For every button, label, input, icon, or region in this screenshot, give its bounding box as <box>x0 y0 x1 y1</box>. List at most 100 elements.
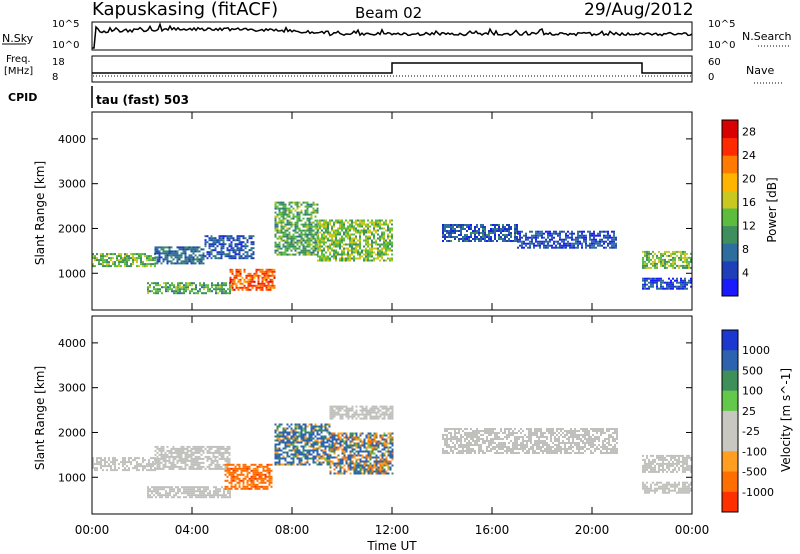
scatter-cell <box>288 253 291 256</box>
freq-unit: [MHz] <box>4 66 33 77</box>
scatter-cell <box>383 241 385 244</box>
scatter-cell <box>114 457 116 460</box>
scatter-cell <box>450 224 452 226</box>
scatter-cell <box>369 259 371 262</box>
scatter-cell <box>353 462 356 465</box>
scatter-cell <box>284 241 287 244</box>
scatter-cell <box>391 249 393 252</box>
scatter-cell <box>490 428 492 430</box>
scatter-cell <box>187 488 189 491</box>
scatter-cell <box>381 454 384 457</box>
scatter-cell <box>517 232 519 235</box>
scatter-cell <box>178 254 181 257</box>
scatter-cell <box>246 473 249 476</box>
scatter-cell <box>300 235 303 238</box>
scatter-cell <box>379 434 382 437</box>
scatter-cell <box>202 449 205 452</box>
scatter-cell <box>339 460 342 463</box>
scatter-cell <box>327 259 329 262</box>
scatter-cell <box>504 436 506 438</box>
scatter-cell <box>148 461 150 464</box>
scatter-cell <box>267 284 270 287</box>
scatter-cell <box>454 444 456 446</box>
scatter-cell <box>391 219 393 222</box>
scatter-cell <box>373 436 376 439</box>
scatter-cell <box>369 249 371 252</box>
scatter-cell <box>391 456 394 459</box>
scatter-cell <box>212 459 215 462</box>
scatter-cell <box>534 430 536 432</box>
scatter-cell <box>684 287 686 290</box>
scatter-cell <box>341 413 344 416</box>
scatter-cell <box>208 239 211 242</box>
scatter-cell <box>128 259 130 262</box>
scatter-cell <box>228 453 231 456</box>
scatter-cell <box>444 444 446 446</box>
scatter-cell <box>259 286 262 289</box>
scatter-cell <box>196 445 199 448</box>
scatter-cell <box>304 247 307 250</box>
colorbar-swatch <box>722 243 738 262</box>
scatter-cell <box>466 238 468 240</box>
scatter-cell <box>312 253 315 256</box>
scatter-cell <box>202 256 205 259</box>
scatter-cell <box>603 246 605 249</box>
scatter-cell <box>345 456 348 459</box>
scatter-cell <box>232 249 235 252</box>
scatter-cell <box>357 225 359 228</box>
scatter-cell <box>652 283 654 286</box>
scatter-cell <box>316 243 319 246</box>
scatter-cell <box>387 452 390 455</box>
scatter-cell <box>482 434 484 436</box>
scatter-cell <box>361 472 364 475</box>
scatter-cell <box>258 465 261 468</box>
scatter-cell <box>228 447 231 450</box>
scatter-cell <box>387 409 390 412</box>
scatter-cell <box>375 454 378 457</box>
scatter-cell <box>341 249 343 252</box>
scatter-cell <box>147 496 149 499</box>
scatter-cell <box>276 215 279 218</box>
scatter-cell <box>331 235 333 238</box>
scatter-cell <box>160 461 163 464</box>
scatter-cell <box>172 457 175 460</box>
scatter-cell <box>128 255 130 258</box>
scatter-cell <box>478 230 480 232</box>
scatter-cell <box>199 496 201 499</box>
scatter-cell <box>492 440 494 442</box>
scatter-cell <box>331 432 334 435</box>
scatter-cell <box>528 438 530 440</box>
scatter-cell <box>530 432 532 434</box>
scatter-cell <box>585 240 587 243</box>
scatter-cell <box>157 492 159 495</box>
scatter-cell <box>217 292 219 295</box>
scatter-cell <box>442 226 444 228</box>
scatter-cell <box>224 253 227 256</box>
scatter-cell <box>153 490 155 493</box>
scatter-cell <box>662 260 664 263</box>
scatter-cell <box>308 441 311 444</box>
scatter-cell <box>325 237 327 240</box>
scatter-cell <box>373 241 375 244</box>
scatter-cell <box>674 250 676 253</box>
scatter-cell <box>680 283 682 286</box>
scatter-cell <box>377 472 380 475</box>
scatter-cell <box>506 230 508 232</box>
scatter-cell <box>359 458 362 461</box>
scatter-cell <box>190 246 193 249</box>
scatter-cell <box>274 235 277 238</box>
scatter-cell <box>508 232 510 234</box>
scatter-cell <box>367 249 369 252</box>
scatter-cell <box>533 246 535 249</box>
scatter-cell <box>462 452 464 454</box>
scatter-cell <box>571 242 573 245</box>
scatter-cell <box>611 244 613 247</box>
scatter-cell <box>329 434 332 437</box>
scatter-cell <box>246 481 249 484</box>
scatter-cell <box>650 277 652 280</box>
scatter-cell <box>343 249 345 252</box>
scatter-cell <box>343 243 345 246</box>
scatter-cell <box>670 279 672 282</box>
scatter-cell <box>239 282 242 285</box>
scatter-cell <box>363 219 365 222</box>
